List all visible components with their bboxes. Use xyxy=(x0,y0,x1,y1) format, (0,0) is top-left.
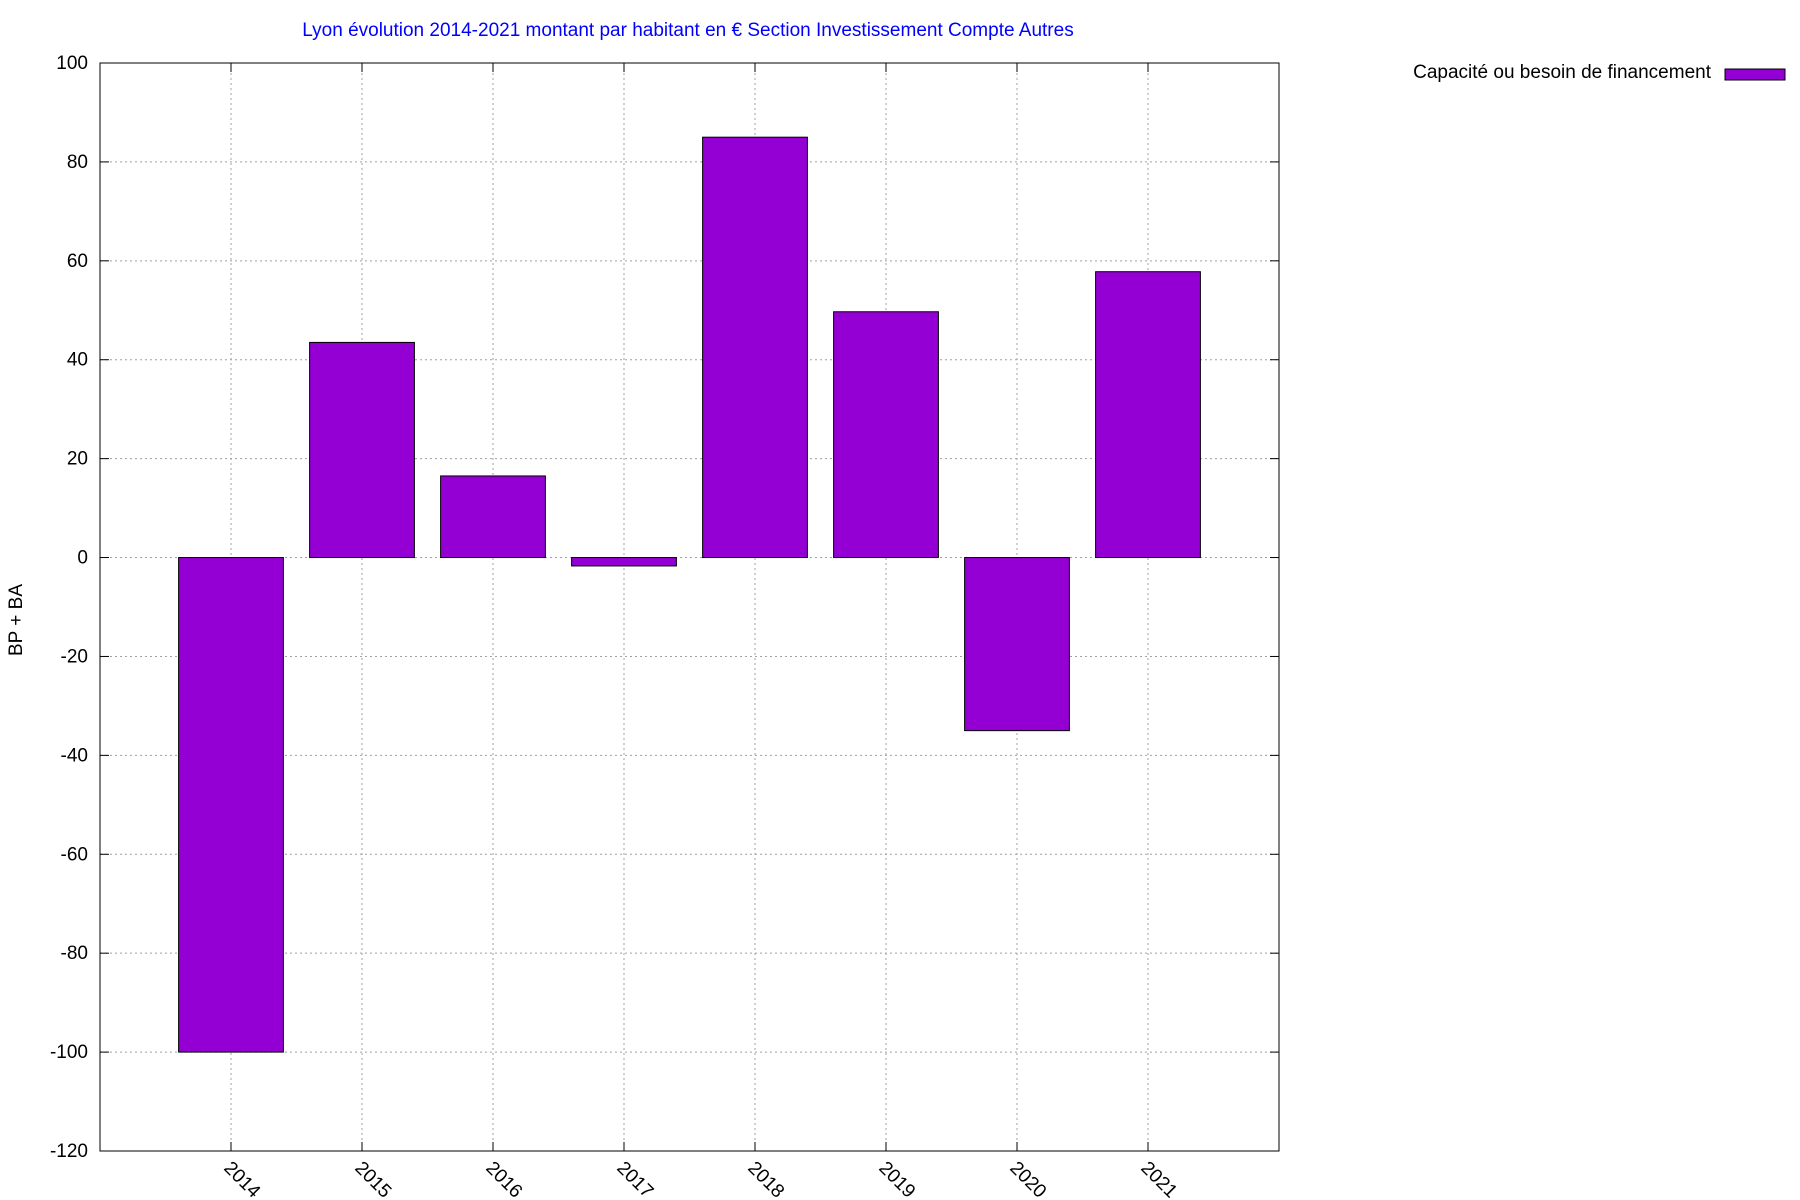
x-tick-label: 2019 xyxy=(874,1158,919,1200)
x-tick-label: 2016 xyxy=(481,1158,526,1200)
x-tick-label: 2015 xyxy=(350,1158,395,1200)
y-tick-label: 20 xyxy=(67,449,88,470)
chart-title: Lyon évolution 2014-2021 montant par hab… xyxy=(302,20,1073,41)
y-tick-label: -100 xyxy=(50,1042,88,1063)
y-tick-label: -40 xyxy=(61,745,88,766)
y-axis-ticks: 100 80 60 40 20 0 -20 -40 -60 -80 -100 -120 xyxy=(50,53,1279,1162)
bar-2014 xyxy=(178,557,284,1053)
y-tick-label: 80 xyxy=(67,152,88,173)
bar-2019 xyxy=(833,311,939,559)
y-tick-label: -20 xyxy=(61,646,88,667)
bar-2021 xyxy=(1095,271,1201,559)
x-tick-label: 2021 xyxy=(1136,1158,1181,1200)
bar-2015 xyxy=(309,341,415,559)
bar-2017 xyxy=(571,557,677,567)
x-tick-label: 2020 xyxy=(1005,1158,1050,1200)
legend-label: Capacité ou besoin de financement xyxy=(1413,62,1712,83)
bar-2016 xyxy=(440,475,546,559)
y-tick-label: -60 xyxy=(61,844,88,865)
y-tick-label: -120 xyxy=(50,1141,88,1162)
y-tick-label: 100 xyxy=(56,53,88,74)
y-tick-label: -80 xyxy=(61,943,88,964)
x-tick-label: 2014 xyxy=(219,1158,264,1200)
y-tick-label: 40 xyxy=(67,350,88,371)
legend: Capacité ou besoin de financement xyxy=(1413,62,1786,83)
legend-swatch xyxy=(1724,68,1786,81)
x-tick-label: 2017 xyxy=(612,1158,657,1200)
x-tick-label: 2018 xyxy=(743,1158,788,1200)
bar-2020 xyxy=(964,557,1070,732)
bars xyxy=(178,136,1201,1053)
y-tick-label: 60 xyxy=(67,251,88,272)
plot-frame xyxy=(99,62,1280,1152)
y-axis-label: BP + BA xyxy=(6,584,27,656)
y-tick-label: 0 xyxy=(77,548,88,569)
bar-2018 xyxy=(702,136,808,559)
grid-lines xyxy=(100,63,1279,1151)
